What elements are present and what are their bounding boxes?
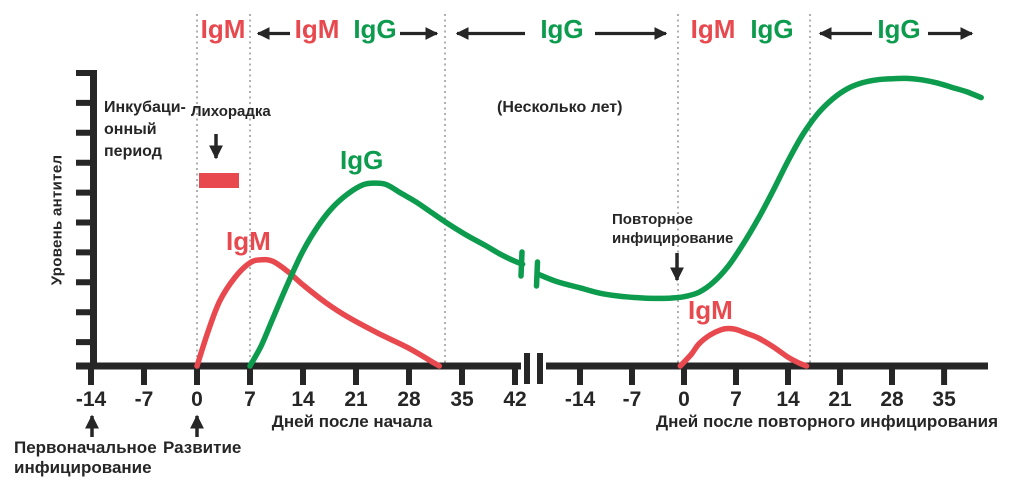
x-tick-label: 35 — [932, 388, 956, 411]
x-tick-label: 14 — [291, 388, 315, 411]
reinfection-line2: инфицирование — [612, 230, 734, 247]
x-tick-label: 42 — [503, 388, 527, 411]
x-tick-label: 21 — [828, 388, 852, 411]
band-igg-label: IgG — [540, 14, 584, 44]
reinfection-line1: Повторное — [612, 211, 694, 228]
band-igg-label: IgG — [353, 14, 397, 44]
onset-label: Развитие — [163, 438, 242, 457]
incubation-line1: Инкубаци- — [104, 99, 186, 116]
band-igm-label: IgM — [690, 14, 736, 44]
igg-curve-label: IgG — [340, 145, 384, 175]
band-igm-label: IgM — [200, 14, 246, 44]
fever-period-bar — [199, 173, 239, 188]
x-tick-label: 0 — [191, 388, 203, 411]
x-axis-title-panel1: Дней после начала — [271, 412, 433, 431]
igg-curve-panel2 — [536, 75, 984, 302]
x-axis-title-panel2: Дней после повторного инфицирования — [655, 412, 999, 431]
curve-break-mark — [533, 259, 541, 289]
band-igm-label: IgM — [294, 14, 340, 44]
x-tick-label: 21 — [344, 388, 368, 411]
y-axis-label: Уровень антител — [48, 154, 66, 286]
fever-label: Лихорадка — [191, 103, 271, 120]
initial-infection-line2: инфицирование — [14, 458, 152, 477]
igm-curve-label-primary: IgM — [226, 226, 271, 256]
x-tick-label: 28 — [397, 388, 421, 411]
igg-curve-panel1 — [247, 180, 526, 369]
several-years-label: (Несколько лет) — [497, 99, 623, 116]
initial-infection-line1: Первоначальное — [14, 438, 157, 457]
incubation-line2: онный — [104, 121, 157, 138]
band-igg-label: IgG — [750, 14, 794, 44]
x-tick-label: -7 — [622, 388, 642, 411]
x-tick-label: -14 — [564, 388, 596, 411]
incubation-line3: период — [104, 143, 162, 160]
x-tick-label: 7 — [244, 388, 256, 411]
incubation-period-label: Инкубаци- онный период — [104, 97, 186, 163]
x-tick-label: 0 — [678, 388, 690, 411]
initial-infection-label: Первоначальное инфицирование — [14, 438, 157, 478]
band-igg-label: IgG — [877, 14, 921, 44]
x-tick-label: 35 — [450, 388, 474, 411]
x-tick-label: -14 — [75, 388, 107, 411]
igm-curve-panel1 — [194, 256, 443, 369]
x-tick-label: 7 — [730, 388, 742, 411]
igm-curve-label-secondary: IgM — [688, 295, 733, 325]
x-tick-label: -7 — [134, 388, 154, 411]
x-tick-label: 28 — [880, 388, 904, 411]
x-tick-label: 14 — [776, 388, 800, 411]
igm-curve-panel2 — [677, 325, 810, 369]
curve-break-mark — [518, 249, 525, 279]
reinfection-label: Повторное инфицирование — [612, 210, 733, 248]
